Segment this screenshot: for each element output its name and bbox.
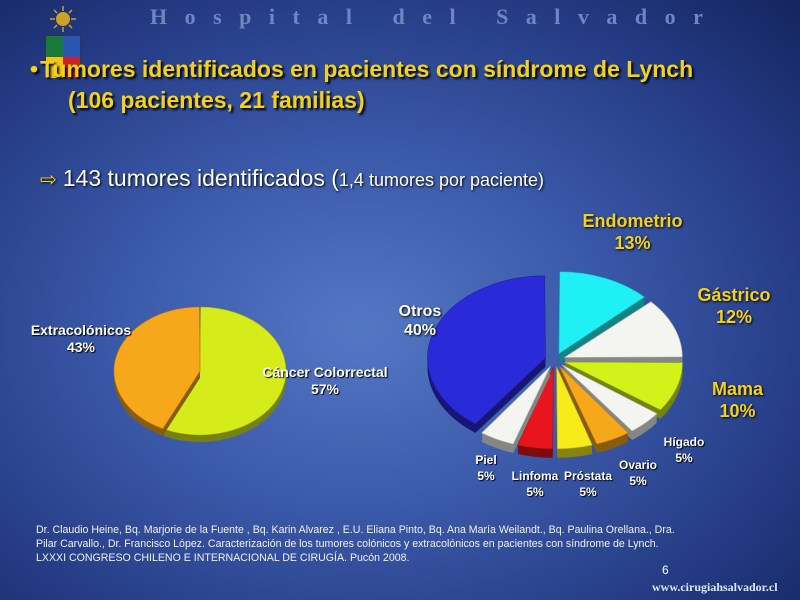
label-prostata-value: 5% [579, 485, 597, 499]
label-endometrio-value: 13% [614, 233, 651, 253]
reference-line-1: Dr. Claudio Heine, Bq. Marjorie de la Fu… [36, 524, 675, 536]
label-linfoma: Linfoma 5% [506, 468, 564, 500]
label-extracolonicos: Extracolónicos 43% [22, 322, 140, 356]
label-linfoma-value: 5% [526, 485, 544, 499]
header-title: Hospital del Salvador [150, 4, 721, 29]
label-higado: Hígado 5% [658, 434, 710, 466]
bullet-dot-icon: • [30, 56, 39, 82]
heading-line-2: (106 pacientes, 21 familias) [68, 87, 365, 113]
pie-chart-colorectal [113, 306, 287, 443]
reference-citation: Dr. Claudio Heine, Bq. Marjorie de la Fu… [36, 523, 786, 565]
pie-slice-cancer-colorrectal [163, 306, 287, 436]
label-linfoma-name: Linfoma [511, 469, 559, 483]
label-higado-name: Hígado [663, 435, 705, 449]
label-colorrectal-name: Cáncer Colorrectal [262, 364, 388, 380]
label-extracolonicos-value: 43% [66, 339, 96, 355]
label-gastrico: Gástrico 12% [684, 284, 784, 328]
shield-icon [45, 35, 81, 79]
heading-line-1: Tumores identificados en pacientes con s… [40, 56, 694, 82]
footer-website: www.cirugiahsalvador.cl [652, 580, 778, 594]
label-endometrio: Endometrio 13% [570, 210, 695, 254]
pie-chart-extracolonic [427, 271, 683, 458]
pie-slice-otros [427, 275, 546, 425]
label-mama-name: Mama [711, 379, 764, 399]
pie-slice-endometrio [558, 271, 645, 355]
label-mama: Mama 10% [700, 378, 775, 422]
label-piel-name: Piel [475, 453, 497, 467]
label-mama-value: 10% [719, 401, 756, 421]
label-otros-value: 40% [403, 322, 437, 339]
label-piel: Piel 5% [466, 452, 506, 484]
main-heading: •Tumores identificados en pacientes con … [30, 54, 790, 116]
label-ovario-name: Ovario [618, 458, 657, 472]
label-otros: Otros 40% [388, 302, 452, 340]
label-colorrectal: Cáncer Colorrectal 57% [250, 364, 400, 398]
pie-slice-mama [564, 361, 683, 411]
label-extracolonicos-name: Extracolónicos [30, 322, 132, 338]
hospital-logo [45, 6, 81, 79]
label-ovario-value: 5% [629, 474, 647, 488]
label-endometrio-name: Endometrio [582, 211, 683, 231]
sun-emblem-icon [50, 6, 76, 32]
reference-line-2: Pilar Carvallo., Dr. Francisco López. Ca… [36, 538, 659, 550]
pie-slice-ovario [559, 365, 629, 445]
label-higado-value: 5% [675, 451, 693, 465]
label-piel-value: 5% [477, 469, 495, 483]
pie-slice-higado [561, 364, 658, 432]
pie-slice-piel [481, 365, 551, 445]
arrow-right-icon: ⇨ [40, 169, 57, 191]
pie-slice-gastrico [563, 301, 683, 358]
label-ovario: Ovario 5% [612, 457, 664, 489]
summary-line: ⇨ 143 tumores identificados (1,4 tumores … [40, 165, 544, 192]
page-number: 6 [662, 563, 669, 577]
label-otros-name: Otros [398, 303, 442, 320]
pie-slice-extracolonicos [113, 306, 201, 430]
reference-line-3: LXXXI CONGRESO CHILENO E INTERNACIONAL D… [36, 552, 410, 564]
summary-main: 143 tumores identificados ( [62, 165, 339, 191]
label-prostata-name: Próstata [563, 469, 613, 483]
label-colorrectal-value: 57% [310, 381, 340, 397]
label-gastrico-value: 12% [715, 307, 753, 327]
label-gastrico-name: Gástrico [697, 285, 771, 305]
summary-detail: 1,4 tumores por paciente) [338, 170, 545, 190]
label-prostata: Próstata 5% [558, 468, 618, 500]
pie-slice-prostata [556, 366, 593, 450]
